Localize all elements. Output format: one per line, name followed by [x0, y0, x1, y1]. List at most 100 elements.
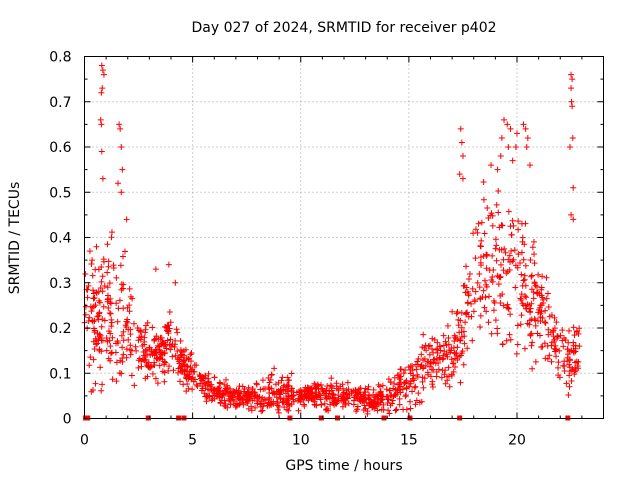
data-point: [171, 343, 178, 350]
data-point: [172, 352, 179, 359]
data-point: [273, 400, 280, 407]
data-point: [403, 391, 410, 398]
data-point: [510, 256, 517, 263]
data-point: [360, 407, 367, 414]
data-point: [352, 386, 359, 393]
data-point: [257, 403, 264, 410]
data-point: [211, 395, 218, 402]
data-point: [84, 294, 91, 301]
data-point: [370, 386, 377, 393]
data-point: [141, 341, 148, 348]
data-point: [177, 337, 184, 344]
data-point: [117, 262, 124, 269]
data-point: [478, 237, 485, 244]
data-point: [245, 384, 252, 391]
data-point: [532, 322, 539, 329]
data-point: [151, 337, 158, 344]
data-point: [100, 303, 107, 310]
data-point: [518, 249, 525, 256]
data-point: [499, 341, 506, 348]
data-point: [262, 397, 269, 404]
data-point: [493, 257, 500, 264]
data-point: [328, 375, 335, 382]
data-point: [452, 334, 459, 341]
data-point: [409, 363, 416, 370]
data-point: [224, 388, 231, 395]
data-point: [88, 261, 95, 268]
data-point: [99, 337, 106, 344]
data-point: [430, 359, 437, 366]
data-point: [431, 356, 438, 363]
data-point: [335, 392, 342, 399]
data-point: [566, 327, 573, 334]
data-point: [548, 339, 555, 346]
data-point: [490, 307, 497, 314]
data-point: [298, 396, 305, 403]
data-point: [161, 358, 168, 365]
data-point: [442, 338, 449, 345]
data-point: [253, 381, 260, 388]
data-point: [154, 342, 161, 349]
data-point: [138, 363, 145, 370]
data-point: [480, 287, 487, 294]
data-point: [356, 386, 363, 393]
data-point: [107, 330, 114, 337]
data-point: [116, 369, 123, 376]
data-point: [411, 384, 418, 391]
data-point: [106, 280, 113, 287]
data-point: [316, 391, 323, 398]
data-point: [520, 277, 527, 284]
data-point: [89, 386, 96, 393]
data-point: [108, 323, 115, 330]
data-point: [523, 305, 530, 312]
data-point: [308, 395, 315, 402]
data-point: [197, 380, 204, 387]
data-point: [170, 367, 177, 374]
data-point: [514, 341, 521, 348]
data-point: [396, 380, 403, 387]
data-point: [109, 334, 116, 341]
data-point: [504, 121, 511, 128]
data-point: [123, 216, 130, 223]
data-point: [501, 245, 508, 252]
data-point: [222, 403, 229, 410]
data-point: [169, 353, 176, 360]
data-point: [318, 401, 325, 408]
data-point: [386, 410, 393, 417]
data-point: [400, 370, 407, 377]
data-point: [121, 248, 128, 255]
data-point: [534, 289, 541, 296]
data-point: [271, 391, 278, 398]
data-point: [452, 364, 459, 371]
x-tick-label: 10: [292, 433, 310, 449]
data-point: [98, 148, 105, 155]
data-point: [113, 300, 120, 307]
data-point: [542, 307, 549, 314]
data-point: [495, 188, 502, 195]
data-point: [188, 358, 195, 365]
data-point: [89, 317, 96, 324]
data-point: [91, 294, 98, 301]
data-point: [323, 396, 330, 403]
data-point: [445, 364, 452, 371]
data-point: [521, 241, 528, 248]
data-point: [144, 373, 151, 380]
data-point: [563, 380, 570, 387]
data-point: [85, 282, 92, 289]
data-point: [570, 184, 577, 191]
data-point: [477, 296, 484, 303]
data-point: [369, 404, 376, 411]
data-point: [483, 265, 490, 272]
data-point: [526, 302, 533, 309]
data-point: [484, 205, 491, 212]
data-point: [283, 406, 290, 413]
data-point: [205, 378, 212, 385]
data-point: [175, 354, 182, 361]
data-point: [509, 217, 516, 224]
data-point: [492, 236, 499, 243]
data-point: [82, 271, 89, 278]
data-point: [301, 401, 308, 408]
data-point: [553, 353, 560, 360]
data-point: [505, 305, 512, 312]
data-point: [426, 363, 433, 370]
